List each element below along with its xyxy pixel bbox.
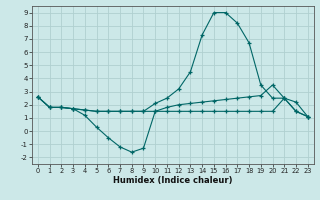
X-axis label: Humidex (Indice chaleur): Humidex (Indice chaleur) bbox=[113, 176, 233, 185]
